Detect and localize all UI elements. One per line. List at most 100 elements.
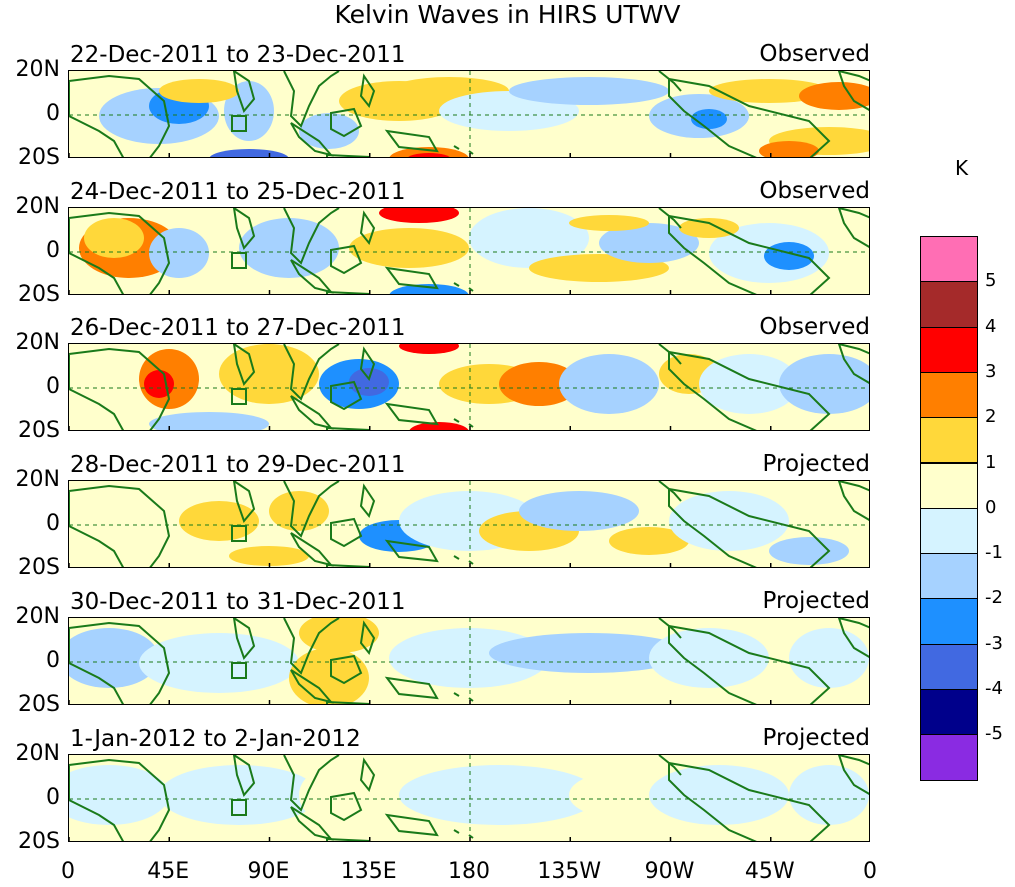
coastline: [231, 799, 247, 816]
colorbar-level-label: -4: [985, 678, 1003, 699]
anomaly-blob: [609, 527, 689, 555]
coastline: [231, 662, 247, 679]
lon-tick-label: 0: [863, 859, 877, 884]
anomaly-blob: [499, 362, 579, 406]
anomaly-blob: [699, 354, 799, 414]
anomaly-blob: [144, 370, 174, 398]
coastline: [326, 837, 370, 841]
anomaly-blob: [709, 79, 829, 103]
coastline: [232, 71, 256, 113]
colorbar-swatch: [920, 326, 978, 373]
coastline: [658, 208, 682, 229]
anomaly-blob: [399, 344, 459, 354]
map-field: [68, 343, 870, 431]
colorbar-level-label: -2: [985, 587, 1003, 609]
coastline: [283, 755, 340, 812]
coastline: [658, 618, 682, 639]
anomaly-blob: [69, 765, 169, 825]
panel-date-range: 24-Dec-2011 to 25-Dec-2011: [70, 179, 406, 205]
coastline: [359, 210, 376, 246]
coastline: [330, 517, 363, 548]
colorbar-level-label: 0: [985, 496, 997, 518]
colorbar-level-label: 1: [985, 451, 997, 473]
figure-title: Kelvin Waves in HIRS UTWV: [334, 0, 681, 29]
coastline: [290, 669, 334, 704]
coastline: [359, 757, 376, 793]
coastline: [231, 115, 247, 132]
coastline: [359, 73, 376, 109]
anomaly-blob: [389, 284, 469, 294]
coastline: [668, 350, 831, 430]
coastline: [384, 813, 439, 837]
colorbar-level-label: 4: [985, 315, 997, 337]
coastline: [837, 208, 869, 248]
coastline: [837, 481, 869, 521]
coastline: [69, 758, 171, 841]
lat-tick-label: 20N: [15, 604, 60, 629]
lon-tick-label: 90W: [644, 859, 695, 884]
coastline: [384, 266, 439, 290]
anomaly-blob: [509, 77, 669, 105]
anomaly-contour-map: [69, 618, 869, 704]
lon-tick-label: 180: [448, 859, 490, 884]
coastline: [668, 77, 831, 157]
coastline: [326, 153, 370, 157]
lat-tick-label: 0: [46, 648, 60, 673]
lon-tick-label: 90E: [247, 859, 290, 884]
coastline: [359, 346, 376, 382]
anomaly-blob: [408, 153, 450, 157]
colorbar-level-label: -1: [985, 542, 1003, 564]
lon-tick-label: 135E: [340, 859, 397, 884]
lat-tick-label: 20N: [15, 57, 60, 82]
coastline: [837, 755, 869, 795]
coastline: [290, 259, 334, 294]
anomaly-blob: [299, 113, 359, 149]
anomaly-blob: [149, 228, 209, 278]
anomaly-blob: [379, 208, 459, 223]
coastline: [232, 755, 256, 797]
map-field: [68, 70, 870, 158]
map-panel: [68, 617, 870, 705]
coastline: [232, 344, 256, 386]
anomaly-blob: [409, 422, 469, 430]
anomaly-contour-map: [69, 208, 869, 294]
coastline: [837, 618, 869, 658]
coastline: [668, 214, 831, 294]
coastline: [384, 676, 439, 700]
anomaly-blob: [559, 354, 659, 414]
lat-tick-label: 0: [46, 374, 60, 399]
coastline: [326, 700, 370, 704]
panel-date-range: 28-Dec-2011 to 29-Dec-2011: [70, 452, 406, 478]
panel-status: Observed: [759, 314, 870, 340]
anomaly-blob: [399, 765, 599, 825]
map-panel: [68, 207, 870, 295]
anomaly-blob: [224, 81, 274, 141]
coastline: [330, 380, 363, 411]
anomaly-blob: [239, 218, 339, 278]
anomaly-blob: [229, 546, 309, 566]
anomaly-blob: [469, 208, 589, 268]
anomaly-blob: [219, 344, 319, 404]
panel-status: Observed: [759, 178, 870, 204]
anomaly-blob: [599, 223, 699, 263]
anomaly-blob: [349, 368, 389, 396]
lon-tick-label: 0: [61, 859, 75, 884]
anomaly-blob: [764, 242, 814, 270]
lat-tick-label: 0: [46, 101, 60, 126]
coastline: [384, 539, 439, 563]
coastline: [668, 624, 831, 704]
lon-tick-label: 45E: [147, 859, 190, 884]
coastline: [283, 208, 340, 265]
anomaly-blob: [159, 765, 319, 825]
anomaly-blob: [69, 628, 159, 688]
coastline: [359, 483, 376, 519]
lat-tick-label: 0: [46, 238, 60, 263]
coastline: [330, 244, 363, 275]
anomaly-blob: [489, 633, 689, 673]
anomaly-blob: [519, 491, 639, 531]
anomaly-blob: [179, 501, 259, 541]
anomaly-blob: [649, 628, 769, 688]
coastline: [658, 71, 682, 92]
lat-tick-label: 0: [46, 785, 60, 810]
coastline: [658, 481, 682, 502]
